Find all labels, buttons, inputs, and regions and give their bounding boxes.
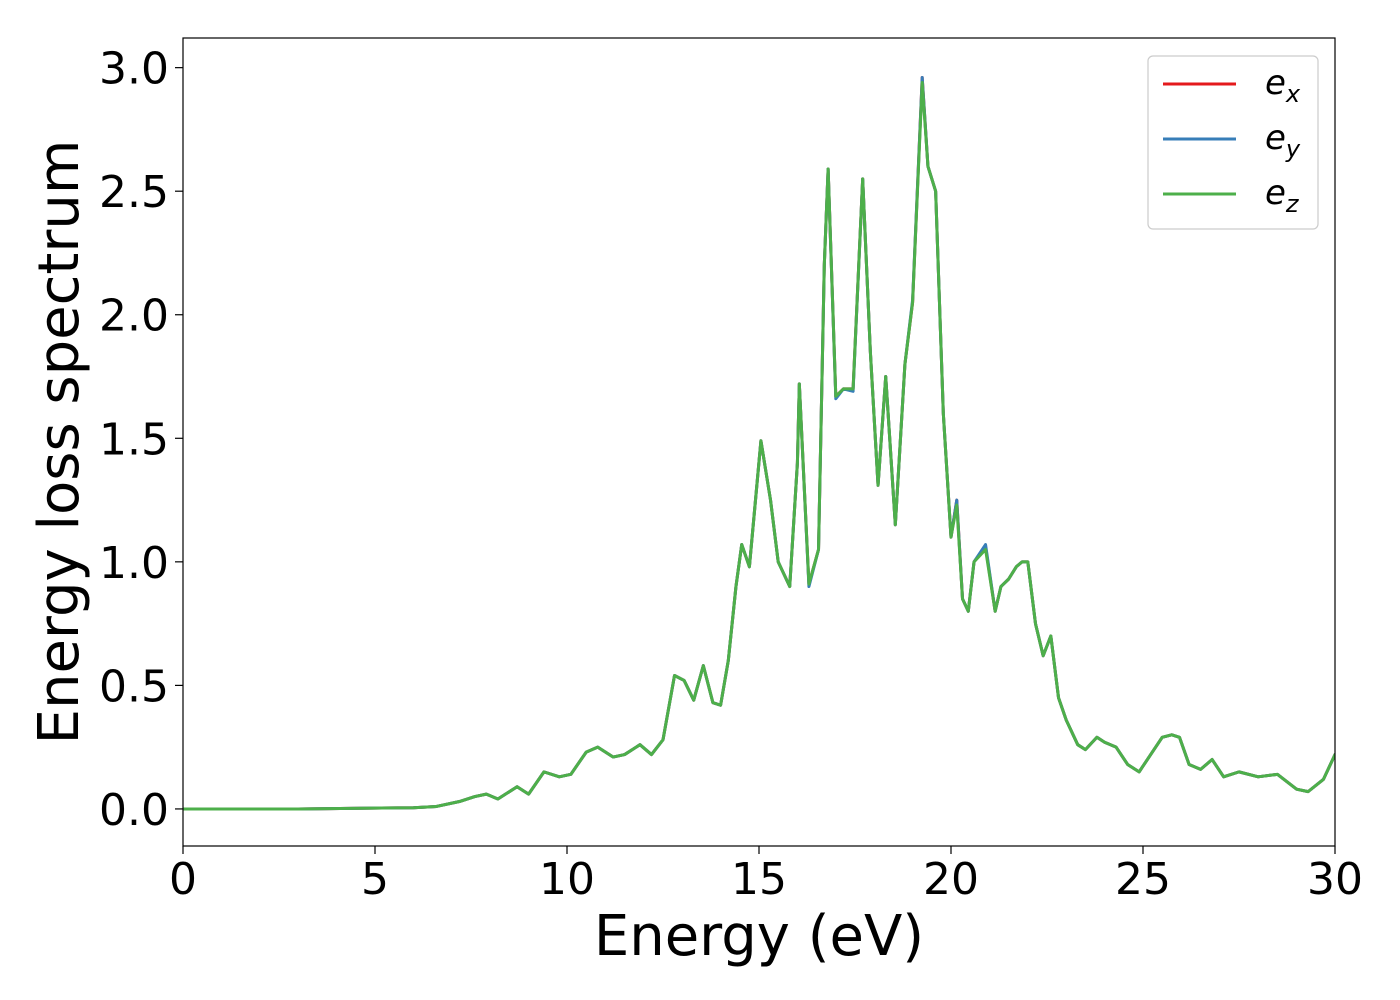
- x-axis-ticks: 0 5 10 15 20 25 30: [169, 846, 1363, 905]
- y-tick-label: 2.0: [99, 291, 169, 342]
- legend-box: [1147, 55, 1319, 230]
- y-axis-title: Energy loss spectrum: [27, 140, 92, 745]
- y-tick-label: 0.5: [99, 661, 169, 712]
- series-layer: [183, 76, 1335, 811]
- y-tick-label: 1.0: [99, 538, 169, 589]
- x-tick-label: 10: [539, 854, 595, 905]
- legend-label-e-y: ey: [1265, 118, 1301, 163]
- x-tick-label: 0: [169, 854, 197, 905]
- x-tick-label: 15: [731, 854, 787, 905]
- legend-label-e-z: ez: [1265, 173, 1300, 218]
- y-tick-label: 3.0: [99, 44, 169, 95]
- y-tick-label: 0.0: [99, 785, 169, 836]
- x-tick-label: 25: [1115, 854, 1171, 905]
- x-tick-label: 20: [923, 854, 979, 905]
- x-axis-title: Energy (eV): [594, 904, 924, 969]
- x-tick-label: 5: [361, 854, 389, 905]
- y-tick-label: 1.5: [99, 414, 169, 465]
- x-tick-label: 30: [1307, 854, 1363, 905]
- series-line-e-z: [183, 80, 1335, 811]
- legend: ex ey ez: [1147, 55, 1319, 230]
- legend-label-e-x: ex: [1265, 63, 1301, 108]
- y-axis-ticks: 0.0 0.5 1.0 1.5 2.0 2.5 3.0: [99, 44, 183, 836]
- y-tick-label: 2.5: [99, 167, 169, 218]
